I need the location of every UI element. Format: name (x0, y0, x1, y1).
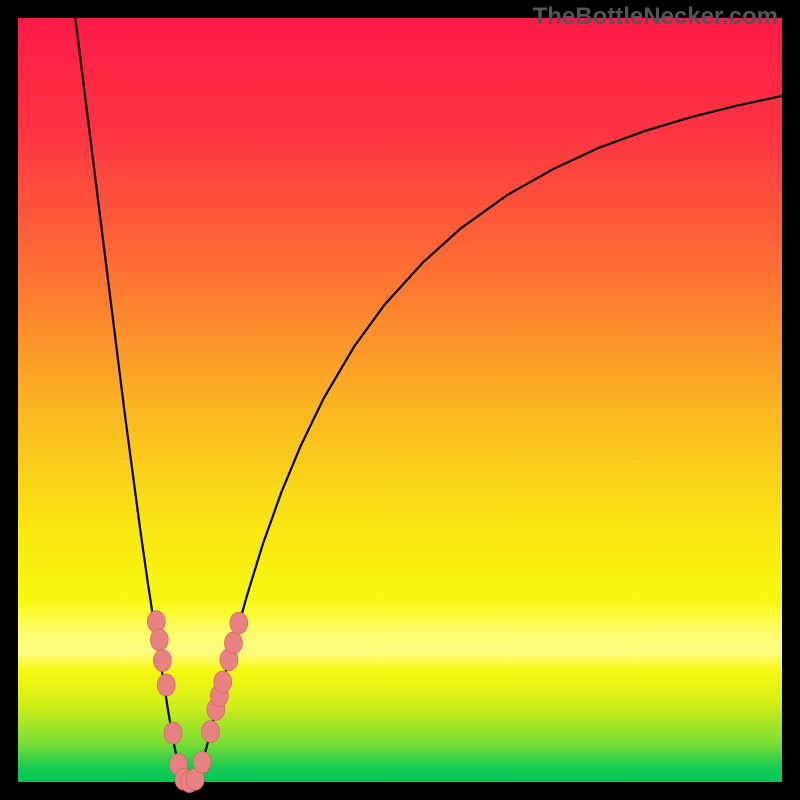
watermark-text: TheBottleNecker.com (533, 3, 778, 31)
data-marker (150, 629, 168, 651)
data-marker (193, 751, 211, 773)
data-marker (153, 650, 171, 672)
chart-frame: TheBottleNecker.com (0, 0, 800, 800)
data-marker (224, 632, 242, 654)
data-marker (157, 674, 175, 696)
data-marker (202, 721, 220, 743)
data-marker (230, 612, 248, 634)
data-marker (214, 671, 232, 693)
bottleneck-chart (0, 0, 800, 800)
data-marker (164, 722, 182, 744)
